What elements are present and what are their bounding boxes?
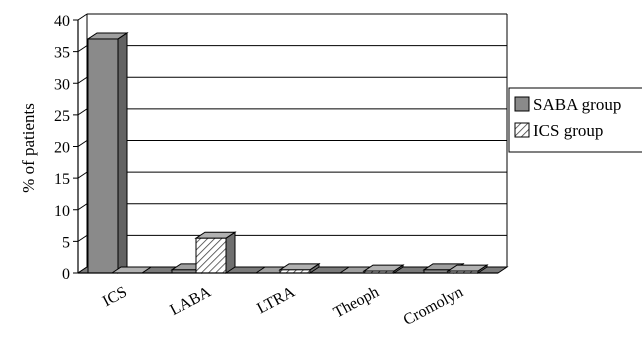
- gridlines: [77, 13, 508, 274]
- bar-side: [225, 231, 236, 274]
- gridline-side: [77, 203, 88, 211]
- y-tick-label: 15: [54, 171, 70, 188]
- y-axis-title: % of patients: [19, 103, 38, 193]
- y-tick-label: 5: [62, 234, 70, 251]
- x-tick-label: Theoph: [331, 284, 382, 322]
- legend-label: ICS group: [533, 121, 603, 140]
- bars: [86, 32, 489, 274]
- gridline-side: [77, 76, 88, 84]
- x-tick-label: ICS: [100, 284, 130, 311]
- gridline-side: [77, 171, 88, 179]
- bar-ics-saba: [86, 32, 129, 274]
- gridline-side: [77, 234, 88, 242]
- legend-swatch: [514, 96, 530, 112]
- bar-front: [195, 237, 227, 274]
- y-tick-label: 40: [54, 13, 70, 30]
- bar-side: [117, 32, 128, 274]
- bar-theoph-ics: [362, 264, 405, 274]
- x-tick-label: Cromolyn: [401, 284, 466, 329]
- axes: [73, 14, 498, 274]
- y-tick-label: 25: [54, 108, 70, 125]
- y-tick-label: 10: [54, 203, 70, 220]
- gridline-side: [77, 13, 88, 21]
- x-tick-label: LTRA: [254, 283, 298, 317]
- x-tick-labels: ICS LABA LTRA Theoph Cromolyn: [100, 283, 466, 329]
- legend-label: SABA group: [533, 95, 621, 114]
- gridline-side: [77, 45, 88, 53]
- legend: SABA group ICS group: [508, 87, 642, 153]
- gridline-side: [77, 108, 88, 116]
- bar-front: [87, 38, 119, 274]
- y-tick-label: 0: [62, 266, 70, 283]
- y-tick-labels: 0 5 10 15 20 25 30 35 40: [54, 13, 70, 283]
- y-tick-label: 20: [54, 140, 70, 157]
- legend-swatch: [514, 122, 530, 138]
- y-tick-label: 35: [54, 45, 70, 62]
- y-tick-label: 30: [54, 76, 70, 93]
- x-tick-label: LABA: [167, 283, 214, 319]
- bar-cromolyn-ics: [446, 264, 489, 274]
- bar-laba-ics: [194, 231, 237, 274]
- legend-box: [508, 87, 642, 153]
- gridline-side: [77, 140, 88, 147]
